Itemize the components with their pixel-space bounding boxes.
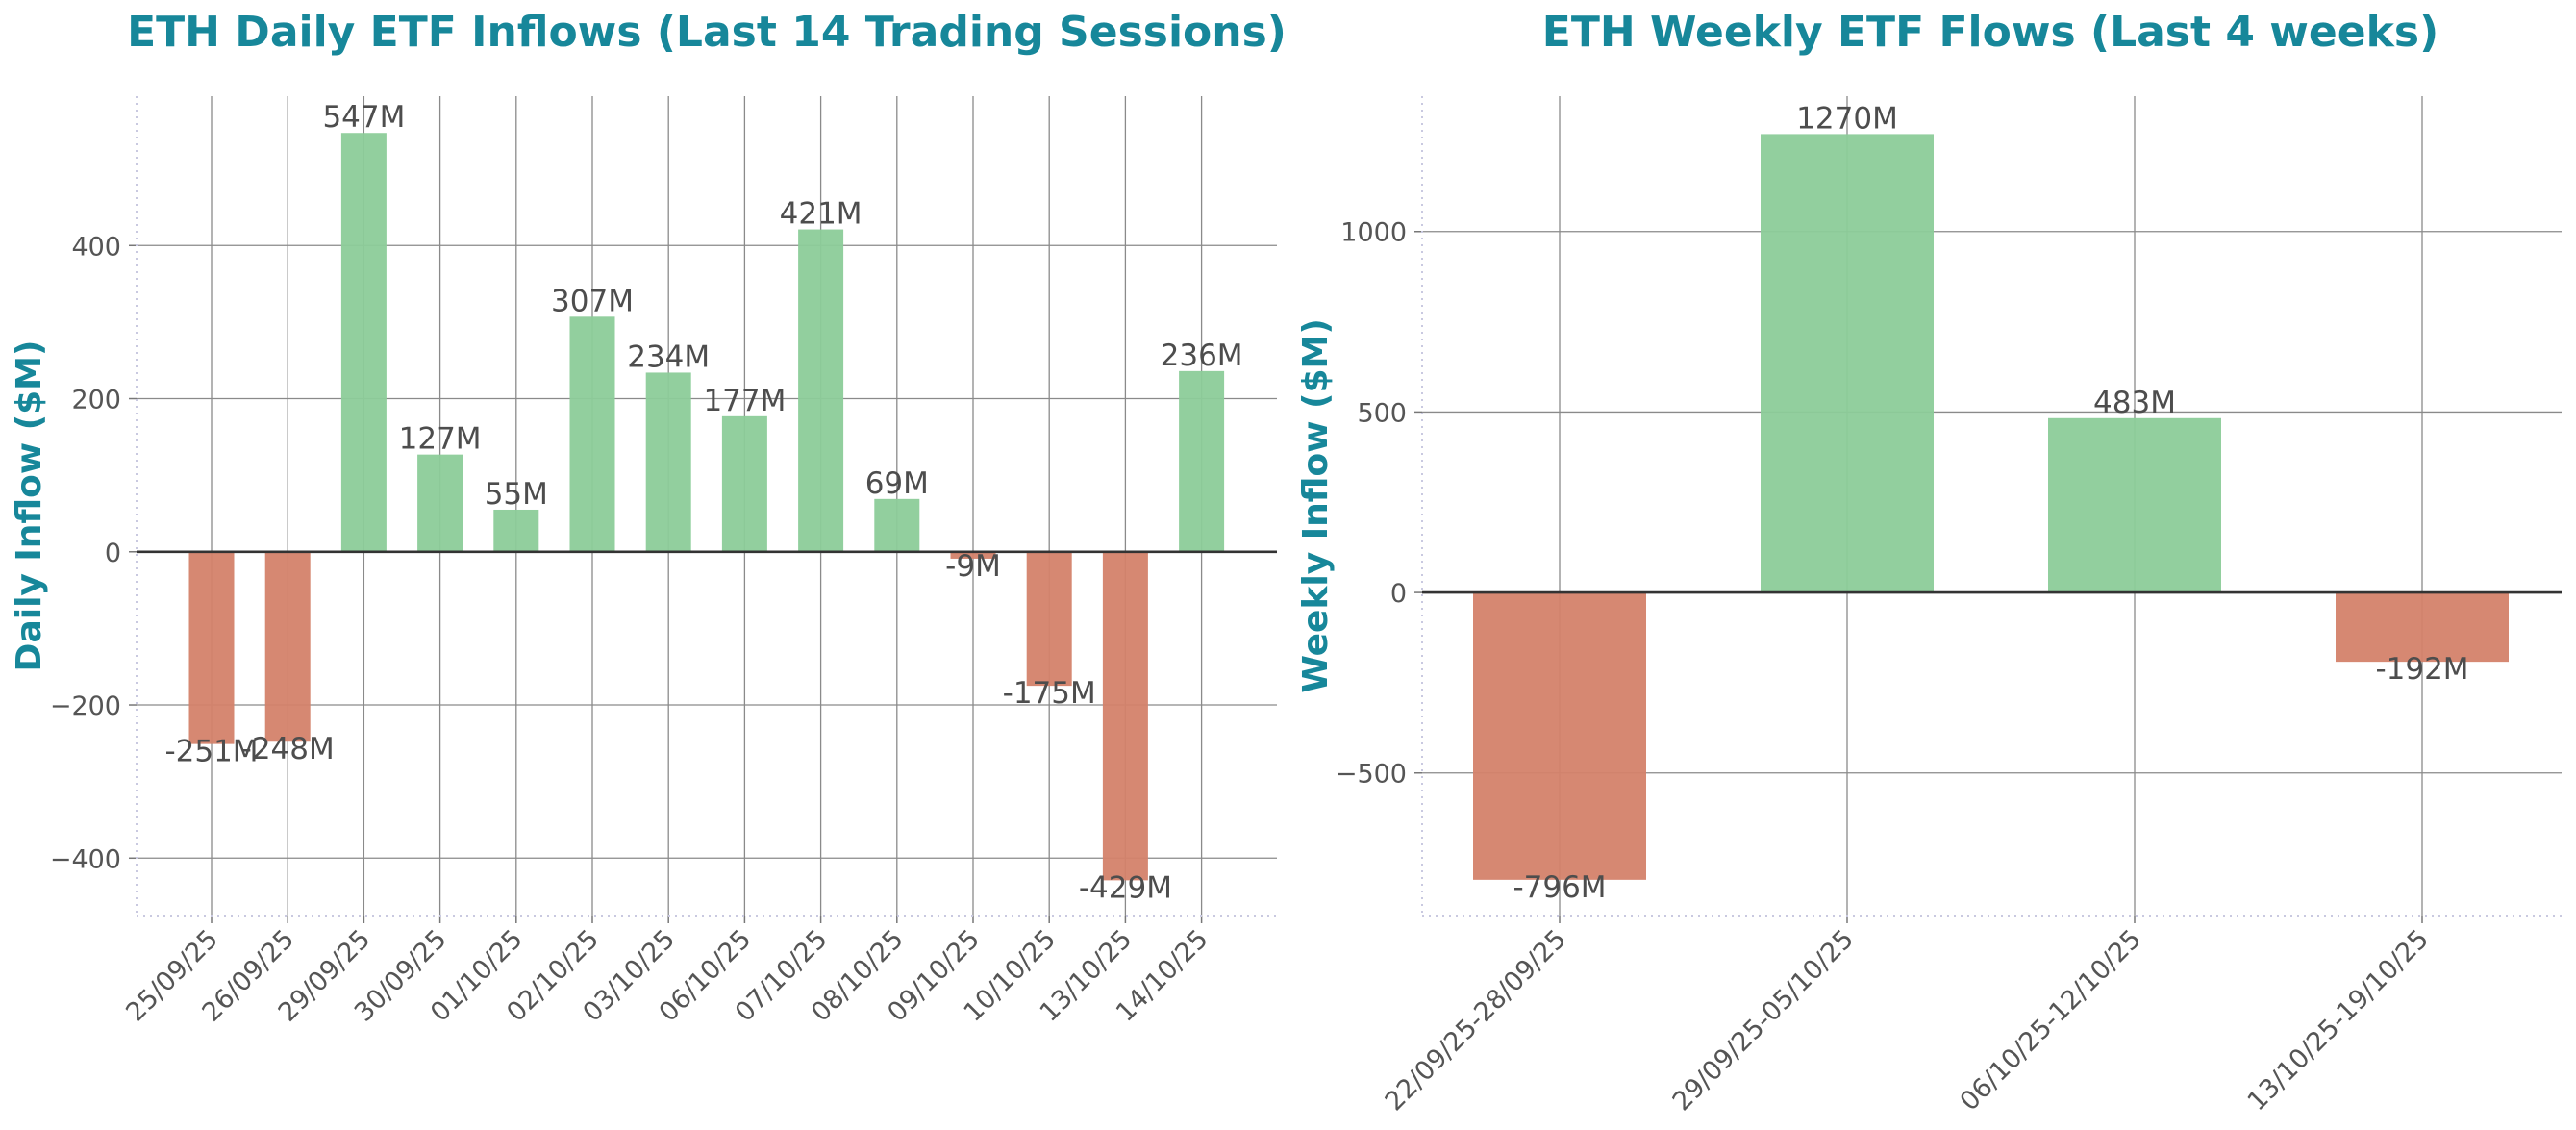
weekly-x-tick-label: 06/10/25-12/10/25 (1955, 924, 2147, 1117)
daily-data-label: -9M (945, 549, 1001, 584)
daily-data-label: 55M (485, 477, 548, 512)
daily-bar (493, 509, 539, 552)
weekly-bar (2336, 592, 2509, 663)
weekly-y-tick-label: 500 (1357, 398, 1407, 428)
weekly-bar (1473, 592, 1646, 880)
daily-bar (1179, 370, 1225, 552)
daily-data-label: 69M (865, 466, 929, 501)
daily-bar (417, 454, 463, 552)
daily-chart: ETH Daily ETF Inflows (Last 14 Trading S… (10, 8, 1287, 1028)
daily-bar (340, 133, 387, 552)
daily-bar (645, 372, 691, 552)
daily-data-label: -429M (1079, 870, 1172, 905)
weekly-data-label: 1270M (1796, 101, 1898, 136)
daily-data-label: 236M (1161, 339, 1243, 373)
daily-bar (721, 415, 767, 552)
daily-data-label: -248M (241, 732, 335, 766)
daily-y-tick-label: 200 (71, 386, 121, 415)
daily-bar (874, 498, 920, 552)
daily-data-label: 307M (551, 284, 634, 318)
weekly-y-tick-label: −500 (1336, 760, 1407, 790)
daily-data-label: -251M (164, 735, 258, 769)
weekly-data-label: -192M (2375, 652, 2468, 687)
weekly-data-label: -796M (1513, 870, 1606, 905)
daily-data-label: -175M (1003, 676, 1096, 711)
daily-data-label: 127M (399, 422, 482, 457)
daily-data-label: 421M (780, 197, 863, 232)
daily-y-axis-label: Daily Inflow ($M) (10, 340, 49, 672)
daily-y-tick-label: 0 (105, 539, 121, 568)
daily-y-tick-label: 400 (71, 232, 121, 262)
weekly-x-tick-label: 22/09/25-28/09/25 (1380, 924, 1572, 1117)
weekly-chart-title: ETH Weekly ETF Flows (Last 4 weeks) (1542, 8, 2438, 57)
daily-bar (798, 229, 844, 552)
daily-data-label: 177M (703, 384, 786, 418)
daily-bar (188, 551, 235, 744)
daily-data-label: 547M (322, 100, 405, 135)
daily-bar (1102, 551, 1148, 881)
daily-data-label: 234M (627, 339, 710, 374)
daily-bar (1026, 551, 1072, 687)
weekly-bar (2048, 417, 2221, 593)
daily-y-tick-label: −400 (50, 844, 121, 874)
weekly-bar (1761, 134, 1934, 593)
weekly-y-axis-label: Weekly Inflow ($M) (1296, 318, 1336, 693)
daily-bar (950, 551, 996, 559)
weekly-y-tick-label: 0 (1390, 579, 1407, 609)
weekly-chart: ETH Weekly ETF Flows (Last 4 weeks) Weekl… (1296, 8, 2562, 1117)
weekly-data-label: 483M (2093, 386, 2176, 420)
weekly-x-tick-label: 29/09/25-05/10/25 (1667, 924, 1860, 1117)
daily-chart-title: ETH Daily ETF Inflows (Last 14 Trading S… (127, 8, 1287, 57)
daily-bar (569, 316, 615, 552)
weekly-x-tick-label: 13/10/25-19/10/25 (2242, 924, 2435, 1117)
daily-y-tick-label: −200 (50, 691, 121, 721)
weekly-y-tick-label: 1000 (1340, 218, 1407, 248)
daily-bar (264, 551, 311, 742)
